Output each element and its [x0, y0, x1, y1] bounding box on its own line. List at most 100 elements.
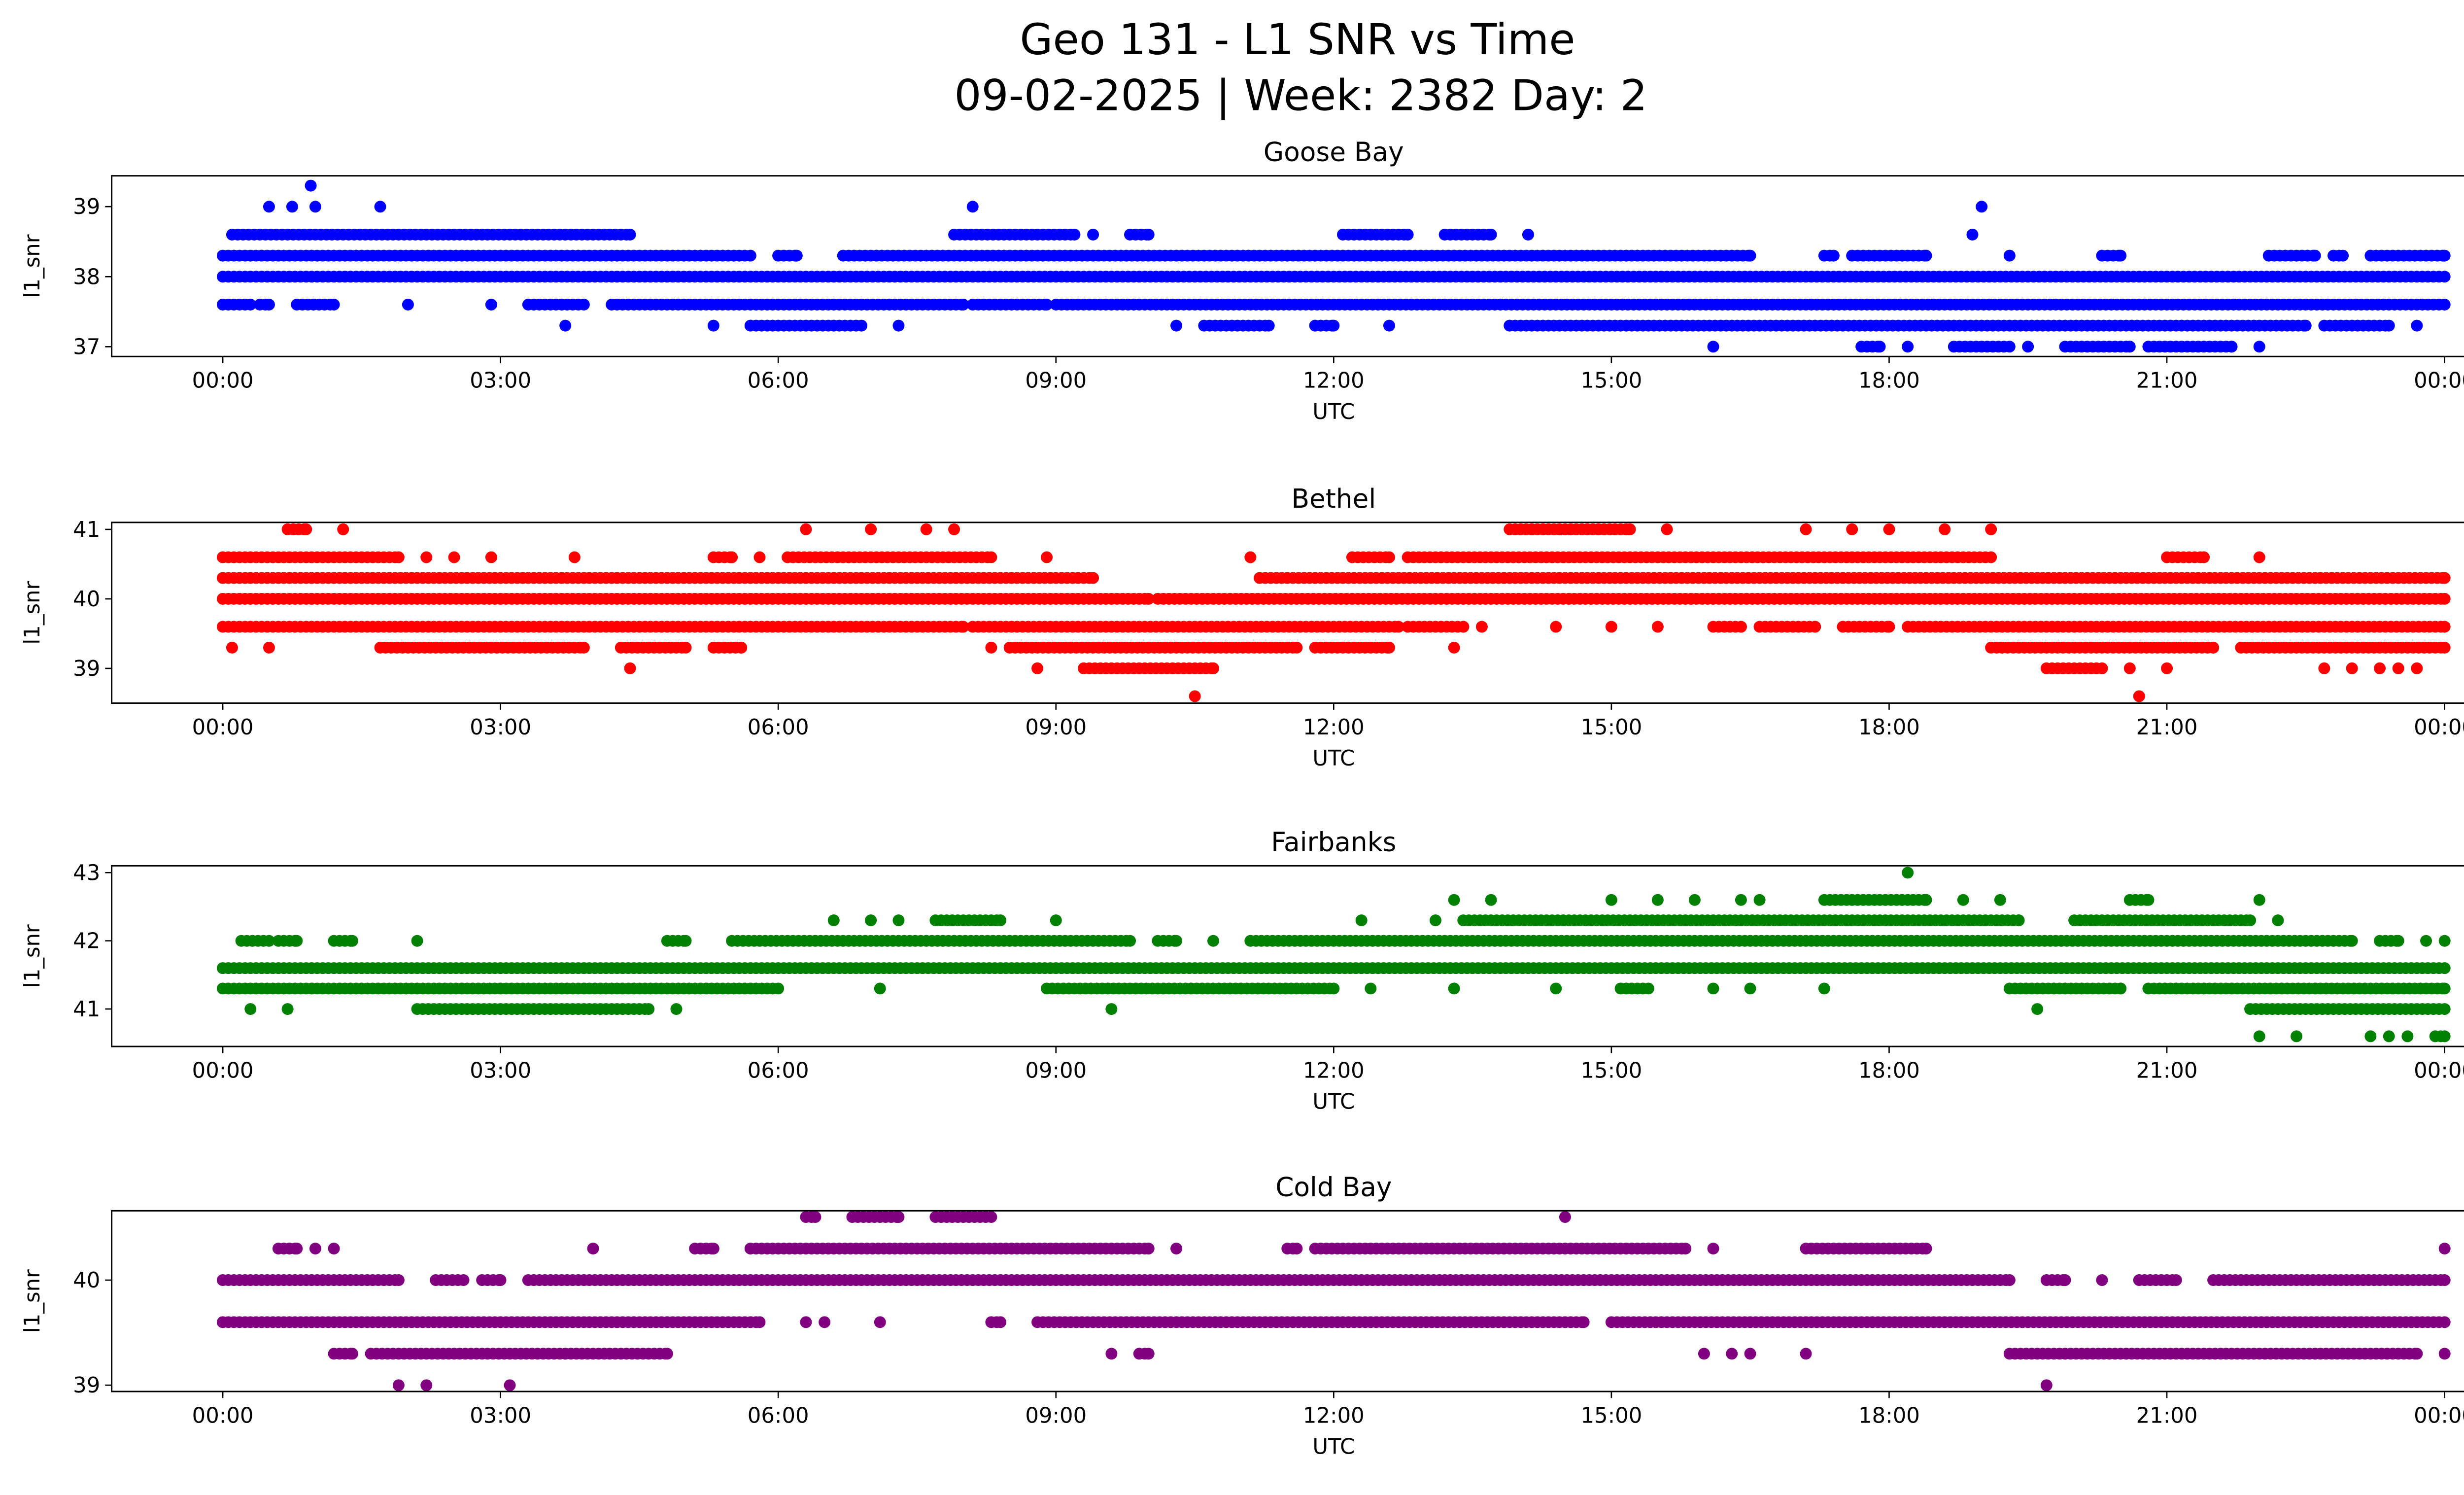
data-point: [726, 551, 738, 563]
data-point: [2438, 592, 2451, 605]
scatter-points: [216, 179, 2451, 353]
data-point: [1170, 319, 1183, 332]
y-tick-label: 43: [73, 861, 100, 885]
data-point: [1605, 894, 1617, 906]
data-point: [1846, 523, 1858, 535]
data-point: [485, 551, 497, 563]
x-tick-label: 18:00: [1858, 715, 1920, 740]
data-point: [1142, 228, 1155, 241]
y-tick-label: 41: [73, 518, 100, 542]
data-point: [1355, 914, 1368, 927]
data-point: [1383, 641, 1395, 654]
data-point: [865, 914, 877, 927]
data-point: [2438, 572, 2451, 584]
data-point: [2123, 341, 2136, 353]
data-point: [2013, 914, 2025, 927]
data-point: [2392, 935, 2404, 947]
data-point: [1920, 894, 1932, 906]
data-point: [1475, 621, 1488, 633]
scatter-points: [216, 1211, 2451, 1391]
data-point: [1920, 249, 1932, 262]
data-point: [328, 298, 340, 311]
data-point: [300, 523, 312, 535]
data-point: [1291, 641, 1303, 654]
data-point: [948, 523, 960, 535]
data-point: [263, 298, 275, 311]
figure-title-line1: Geo 131 - L1 SNR vs Time: [1020, 15, 1575, 65]
data-point: [1753, 894, 1766, 906]
x-axis-label: UTC: [1312, 1090, 1355, 1114]
data-point: [1207, 662, 1220, 674]
y-tick-label: 38: [73, 265, 100, 289]
x-axis-label: UTC: [1312, 746, 1355, 771]
data-point: [2142, 894, 2155, 906]
data-point: [1883, 523, 1895, 535]
data-point: [2438, 271, 2451, 283]
figure-title-line2: 09-02-2025 | Week: 2382 Day: 2: [954, 71, 1647, 121]
data-point: [2420, 935, 2432, 947]
data-point: [2123, 662, 2136, 674]
x-tick-label: 18:00: [1858, 369, 1920, 393]
data-point: [1244, 551, 1257, 563]
data-point: [448, 551, 460, 563]
data-point: [392, 551, 405, 563]
data-point: [1707, 341, 1719, 353]
data-point: [985, 641, 997, 654]
x-tick-label: 00:00: [2414, 369, 2464, 393]
data-point: [680, 641, 692, 654]
data-point: [2253, 551, 2265, 563]
data-point: [1402, 228, 1414, 241]
data-point: [305, 179, 317, 192]
data-point: [2207, 641, 2220, 654]
x-tick-label: 06:00: [748, 1058, 809, 1083]
data-point: [1707, 982, 1719, 995]
data-point: [892, 914, 905, 927]
data-point: [1522, 228, 1534, 241]
subplot-title: Goose Bay: [1264, 137, 1404, 168]
data-point: [957, 621, 969, 633]
data-point: [2059, 1274, 2071, 1286]
scatter-points: [216, 867, 2451, 1043]
x-tick-label: 21:00: [2136, 715, 2198, 740]
x-tick-label: 00:00: [2414, 1058, 2464, 1083]
data-point: [1605, 621, 1617, 633]
data-point: [2438, 1003, 2451, 1015]
data-point: [2031, 1003, 2044, 1015]
data-point: [578, 641, 590, 654]
data-point: [874, 1316, 886, 1328]
data-point: [2096, 1274, 2108, 1286]
data-point: [2374, 662, 2386, 674]
data-point: [1957, 894, 1969, 906]
data-point: [2253, 1030, 2265, 1043]
x-tick-label: 15:00: [1580, 1058, 1642, 1083]
data-point: [286, 201, 298, 213]
data-point: [1392, 621, 1404, 633]
axes-frame: [111, 522, 2464, 704]
data-point: [2003, 341, 2016, 353]
data-point: [966, 201, 979, 213]
data-point: [1041, 551, 1053, 563]
data-point: [920, 523, 932, 535]
data-point: [2438, 249, 2451, 262]
data-point: [670, 1003, 683, 1015]
data-point: [1994, 894, 2006, 906]
data-point: [1902, 867, 1914, 879]
data-point: [559, 319, 572, 332]
y-tick-label: 37: [73, 335, 100, 359]
data-point: [1485, 894, 1497, 906]
data-point: [1985, 523, 1997, 535]
data-point: [2411, 319, 2423, 332]
subplot-title: Cold Bay: [1275, 1172, 1392, 1202]
data-point: [1939, 523, 1951, 535]
data-point: [1429, 914, 1441, 927]
data-point: [2438, 298, 2451, 311]
data-point: [2003, 249, 2016, 262]
data-point: [800, 1316, 812, 1328]
data-point: [1207, 935, 1220, 947]
data-point: [1383, 319, 1395, 332]
y-tick-label: 41: [73, 997, 100, 1022]
y-tick-label: 39: [73, 195, 100, 219]
